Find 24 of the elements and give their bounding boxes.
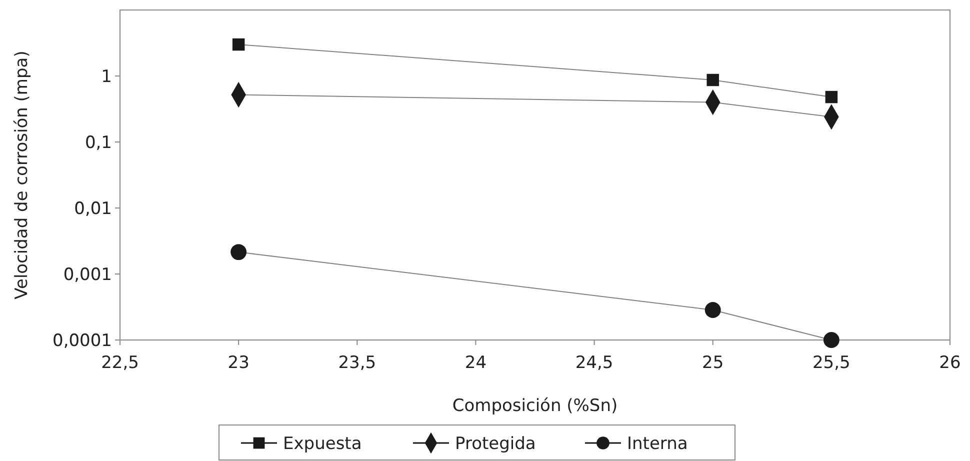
x-tick-label: 24,5: [575, 353, 614, 373]
y-tick-label: 0,01: [74, 198, 112, 219]
x-axis-title: Composición (%Sn): [452, 396, 618, 416]
y-tick-label: 0,0001: [52, 330, 112, 351]
x-tick-label: 24: [464, 353, 487, 373]
y-tick-label: 1: [101, 66, 112, 87]
point: [823, 332, 840, 348]
x-tick-label: 25,5: [812, 353, 850, 373]
x-tick-label: 23: [228, 353, 250, 373]
x-tick-label: 23,5: [338, 353, 376, 373]
point: [704, 302, 721, 318]
legend-label: Interna: [627, 434, 688, 454]
y-tick-label: 0,001: [63, 264, 112, 285]
x-tick-label: 25: [702, 353, 724, 373]
point: [230, 244, 247, 260]
x-tick-label: 26: [939, 353, 961, 373]
point: [232, 38, 245, 51]
legend-label: Protegida: [455, 434, 536, 454]
point: [706, 74, 719, 86]
x-tick-label: 22,5: [101, 353, 139, 373]
y-tick-label: 0,1: [84, 132, 112, 153]
point: [825, 90, 838, 104]
y-axis-title: Velocidad de corrosión (mpa): [12, 50, 32, 300]
legend-label: Expuesta: [283, 434, 362, 454]
